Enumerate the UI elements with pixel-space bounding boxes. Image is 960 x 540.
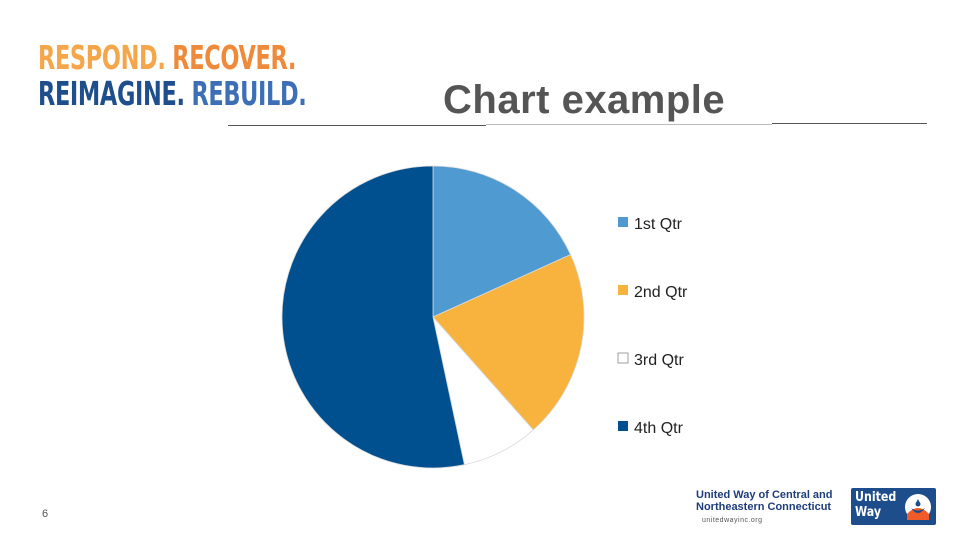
brand-word-respond: RESPOND.: [38, 38, 166, 77]
legend-label-2: 2nd Qtr: [634, 284, 688, 301]
legend-swatch-3: [617, 352, 629, 364]
slide-title: Chart example: [443, 78, 726, 122]
legend-label-1: 1st Qtr: [634, 216, 683, 233]
legend-swatch-2: [618, 285, 628, 295]
pie-slices: [281, 165, 585, 469]
organization-url: unitedwayinc.org: [702, 517, 763, 524]
brand-word-reimagine: REIMAGINE.: [38, 74, 185, 113]
brand-word-rebuild: REBUILD.: [191, 74, 307, 113]
legend-label-4: 4th Qtr: [634, 420, 684, 437]
title-rule-middle: [486, 124, 772, 125]
organization-name: United Way of Central and Northeastern C…: [696, 489, 833, 513]
title-rule-right: [772, 123, 927, 124]
brand-logotype: RESPOND. RECOVER. REIMAGINE. REBUILD.: [38, 40, 443, 112]
page-number: 6: [42, 508, 49, 520]
brand-line-1: RESPOND. RECOVER.: [38, 40, 313, 76]
united-way-hand-icon: [905, 494, 932, 520]
pie-slice-2: [432, 254, 585, 431]
legend-swatch-1: [618, 217, 628, 227]
legend-label-3: 3rd Qtr: [634, 352, 684, 369]
title-rule-left: [228, 125, 486, 126]
legend-swatch-4: [618, 421, 628, 431]
united-way-logo-text: United Way: [855, 490, 897, 520]
chart-legend: 1st Qtr 2nd Qtr 3rd Qtr 4th Qtr: [617, 216, 688, 437]
brand-word-recover: RECOVER.: [172, 38, 297, 77]
united-way-logo: United Way: [851, 488, 936, 525]
pie-slice-1: [432, 165, 572, 318]
pie-slice-4: [281, 165, 465, 469]
brand-line-2: REIMAGINE. REBUILD.: [38, 76, 313, 112]
